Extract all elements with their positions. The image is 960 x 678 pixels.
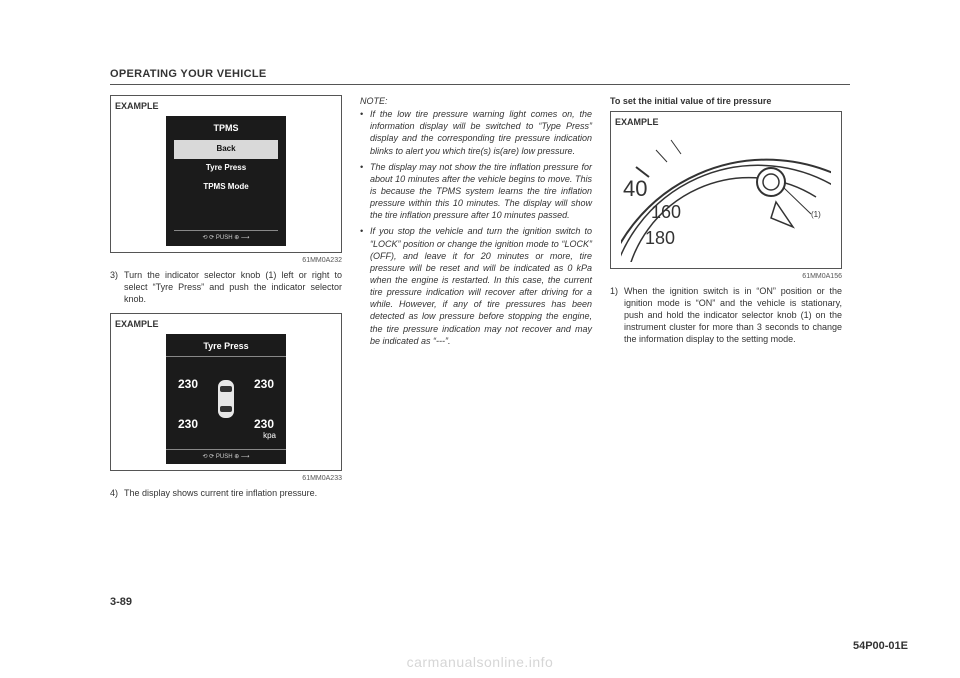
pressure-fr: 230 [254, 376, 274, 392]
example-label: EXAMPLE [615, 116, 837, 128]
car-icon [212, 374, 240, 424]
screen-footer: ⟲ ⟳ PUSH ⊕ ⟶ [166, 449, 286, 461]
step-text: The display shows current tire inflation… [124, 487, 317, 499]
bullet-mark: • [360, 225, 370, 346]
figure-code: 61MM0A233 [110, 474, 342, 483]
bullet-text: The display may not show the tire inflat… [370, 161, 592, 222]
bullet-text: If you stop the vehicle and turn the ign… [370, 225, 592, 346]
step-1: 1) When the ignition switch is in “ON” p… [610, 285, 842, 346]
column-1: EXAMPLE TPMS Back Tyre Press TPMS Mode ⟲… [110, 95, 342, 507]
page-number: 3-89 [110, 596, 132, 608]
gauge-illustration: 40 160 180 (1) [621, 132, 831, 262]
watermark: carmanualsonline.info [0, 654, 960, 670]
step-3: 3) Turn the indicator selector knob (1) … [110, 269, 342, 305]
step-text: When the ignition switch is in “ON” posi… [624, 285, 842, 346]
subsection-title: To set the initial value of tire pressur… [610, 95, 842, 107]
column-3: To set the initial value of tire pressur… [610, 95, 842, 507]
pressure-fl: 230 [178, 376, 198, 392]
callout-1: (1) [811, 210, 821, 221]
figure-gauge: EXAMPLE [610, 111, 842, 269]
gauge-value-180: 180 [645, 226, 675, 250]
menu-item-tpms-mode: TPMS Mode [174, 178, 278, 197]
step-number: 4) [110, 487, 124, 499]
note-heading: NOTE: [360, 95, 592, 107]
note-bullet-3: • If you stop the vehicle and turn the i… [360, 225, 592, 346]
screen-title: TPMS [174, 122, 278, 134]
bullet-mark: • [360, 161, 370, 222]
menu-item-back: Back [174, 140, 278, 159]
figure-tpms-menu: EXAMPLE TPMS Back Tyre Press TPMS Mode ⟲… [110, 95, 342, 253]
pressure-rl: 230 [178, 416, 198, 432]
step-4: 4) The display shows current tire inflat… [110, 487, 342, 499]
example-label: EXAMPLE [115, 318, 337, 330]
figure-code: 61MM0A232 [110, 256, 342, 265]
figure-code: 61MM0A156 [610, 272, 842, 281]
pressure-rr: 230 [254, 416, 274, 432]
figure-tyre-press: EXAMPLE Tyre Press 230 230 230 230 kpa ⟲… [110, 313, 342, 471]
bullet-text: If the low tire pressure warning light c… [370, 108, 592, 157]
column-2: NOTE: • If the low tire pressure warning… [360, 95, 592, 507]
step-number: 1) [610, 285, 624, 346]
screen-footer: ⟲ ⟳ PUSH ⊕ ⟶ [174, 230, 278, 242]
tyre-press-screen: Tyre Press 230 230 230 230 kpa ⟲ ⟳ PUSH … [166, 334, 286, 464]
note-bullet-1: • If the low tire pressure warning light… [360, 108, 592, 157]
step-number: 3) [110, 269, 124, 305]
pressure-unit: kpa [263, 431, 276, 442]
example-label: EXAMPLE [115, 100, 337, 112]
bullet-mark: • [360, 108, 370, 157]
tpms-menu-screen: TPMS Back Tyre Press TPMS Mode ⟲ ⟳ PUSH … [166, 116, 286, 246]
step-text: Turn the indicator selector knob (1) lef… [124, 269, 342, 305]
menu-item-tyre-press: Tyre Press [174, 159, 278, 178]
note-bullet-2: • The display may not show the tire infl… [360, 161, 592, 222]
document-code: 54P00-01E [853, 640, 908, 652]
section-header: OPERATING YOUR VEHICLE [110, 68, 850, 85]
screen-title: Tyre Press [166, 334, 286, 357]
gauge-value-160: 160 [651, 200, 681, 224]
gauge-value-40: 40 [623, 174, 647, 204]
